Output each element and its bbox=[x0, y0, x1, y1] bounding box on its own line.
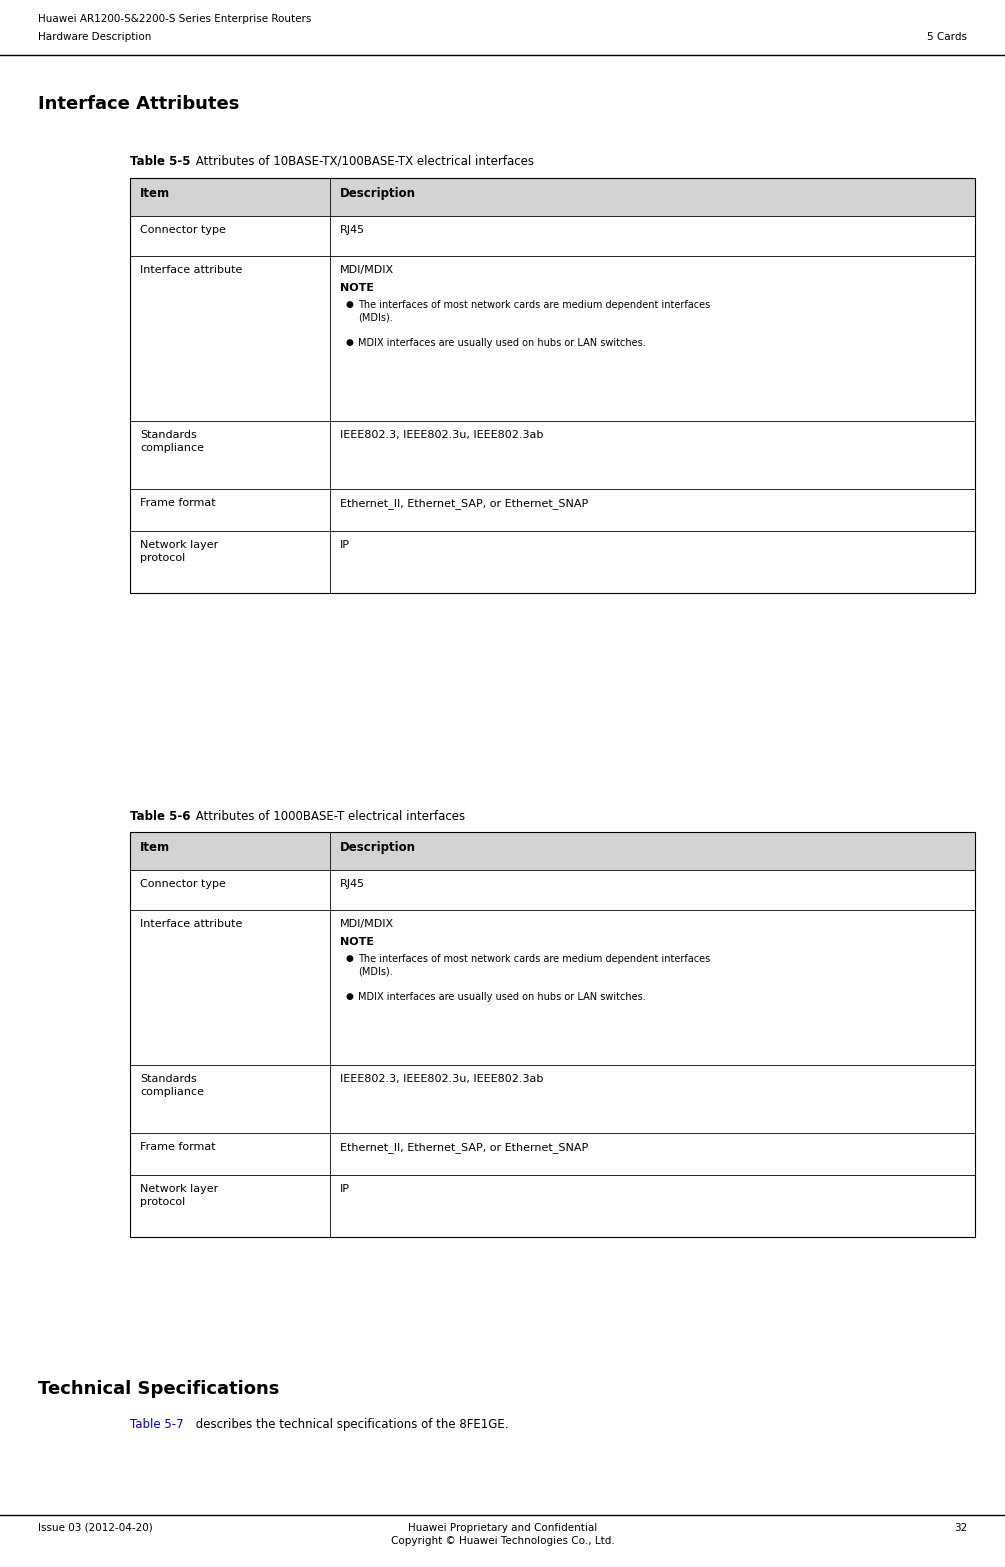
Bar bbox=[130, 179, 975, 592]
Text: Hardware Description: Hardware Description bbox=[38, 31, 152, 42]
Text: IP: IP bbox=[340, 1185, 350, 1194]
Text: Network layer
protocol: Network layer protocol bbox=[140, 541, 218, 563]
Text: Connector type: Connector type bbox=[140, 226, 226, 235]
Text: IEEE802.3, IEEE802.3u, IEEE802.3ab: IEEE802.3, IEEE802.3u, IEEE802.3ab bbox=[340, 1073, 544, 1084]
Text: Description: Description bbox=[340, 186, 416, 201]
Text: Frame format: Frame format bbox=[140, 1142, 216, 1152]
Text: RJ45: RJ45 bbox=[340, 226, 365, 235]
Text: Frame format: Frame format bbox=[140, 498, 216, 508]
Text: Description: Description bbox=[340, 841, 416, 854]
Text: Network layer
protocol: Network layer protocol bbox=[140, 1185, 218, 1207]
Text: Interface attribute: Interface attribute bbox=[140, 265, 242, 274]
Text: Attributes of 1000BASE-T electrical interfaces: Attributes of 1000BASE-T electrical inte… bbox=[192, 810, 465, 823]
Text: ●: ● bbox=[346, 299, 354, 309]
Text: Table 5-7: Table 5-7 bbox=[130, 1418, 184, 1431]
Bar bbox=[130, 870, 975, 910]
Text: Standards
compliance: Standards compliance bbox=[140, 1073, 204, 1097]
Text: Item: Item bbox=[140, 841, 170, 854]
Text: RJ45: RJ45 bbox=[340, 879, 365, 888]
Bar bbox=[130, 489, 975, 531]
Text: Issue 03 (2012-04-20): Issue 03 (2012-04-20) bbox=[38, 1523, 153, 1533]
Bar bbox=[130, 422, 975, 489]
Text: Table 5-6: Table 5-6 bbox=[130, 810, 191, 823]
Text: describes the technical specifications of the 8FE1GE.: describes the technical specifications o… bbox=[192, 1418, 509, 1431]
Bar bbox=[130, 179, 975, 216]
Text: Huawei Proprietary and Confidential
Copyright © Huawei Technologies Co., Ltd.: Huawei Proprietary and Confidential Copy… bbox=[391, 1523, 614, 1547]
Bar bbox=[130, 216, 975, 255]
Text: Connector type: Connector type bbox=[140, 879, 226, 888]
Text: Standards
compliance: Standards compliance bbox=[140, 429, 204, 453]
Text: IEEE802.3, IEEE802.3u, IEEE802.3ab: IEEE802.3, IEEE802.3u, IEEE802.3ab bbox=[340, 429, 544, 440]
Text: ●: ● bbox=[346, 992, 354, 1001]
Text: MDI/MDIX: MDI/MDIX bbox=[340, 918, 394, 929]
Text: 32: 32 bbox=[954, 1523, 967, 1533]
Bar bbox=[130, 1066, 975, 1133]
Text: MDIX interfaces are usually used on hubs or LAN switches.: MDIX interfaces are usually used on hubs… bbox=[358, 338, 646, 348]
Text: Interface attribute: Interface attribute bbox=[140, 918, 242, 929]
Text: MDIX interfaces are usually used on hubs or LAN switches.: MDIX interfaces are usually used on hubs… bbox=[358, 992, 646, 1001]
Text: MDI/MDIX: MDI/MDIX bbox=[340, 265, 394, 274]
Bar bbox=[130, 255, 975, 422]
Text: Huawei AR1200-S&2200-S Series Enterprise Routers: Huawei AR1200-S&2200-S Series Enterprise… bbox=[38, 14, 312, 24]
Text: Ethernet_II, Ethernet_SAP, or Ethernet_SNAP: Ethernet_II, Ethernet_SAP, or Ethernet_S… bbox=[340, 498, 588, 509]
Text: 5 Cards: 5 Cards bbox=[927, 31, 967, 42]
Text: The interfaces of most network cards are medium dependent interfaces
(MDIs).: The interfaces of most network cards are… bbox=[358, 299, 711, 323]
Text: ●: ● bbox=[346, 954, 354, 964]
Bar bbox=[130, 832, 975, 1236]
Text: Ethernet_II, Ethernet_SAP, or Ethernet_SNAP: Ethernet_II, Ethernet_SAP, or Ethernet_S… bbox=[340, 1142, 588, 1153]
Bar bbox=[130, 1133, 975, 1175]
Bar bbox=[130, 832, 975, 870]
Text: NOTE: NOTE bbox=[340, 284, 374, 293]
Bar bbox=[130, 910, 975, 1066]
Text: IP: IP bbox=[340, 541, 350, 550]
Text: Technical Specifications: Technical Specifications bbox=[38, 1381, 279, 1398]
Text: ●: ● bbox=[346, 338, 354, 346]
Text: The interfaces of most network cards are medium dependent interfaces
(MDIs).: The interfaces of most network cards are… bbox=[358, 954, 711, 976]
Text: Item: Item bbox=[140, 186, 170, 201]
Bar bbox=[130, 531, 975, 592]
Text: Attributes of 10BASE-TX/100BASE-TX electrical interfaces: Attributes of 10BASE-TX/100BASE-TX elect… bbox=[192, 155, 534, 168]
Text: Table 5-5: Table 5-5 bbox=[130, 155, 191, 168]
Bar bbox=[130, 1175, 975, 1236]
Text: NOTE: NOTE bbox=[340, 937, 374, 946]
Text: Interface Attributes: Interface Attributes bbox=[38, 96, 239, 113]
